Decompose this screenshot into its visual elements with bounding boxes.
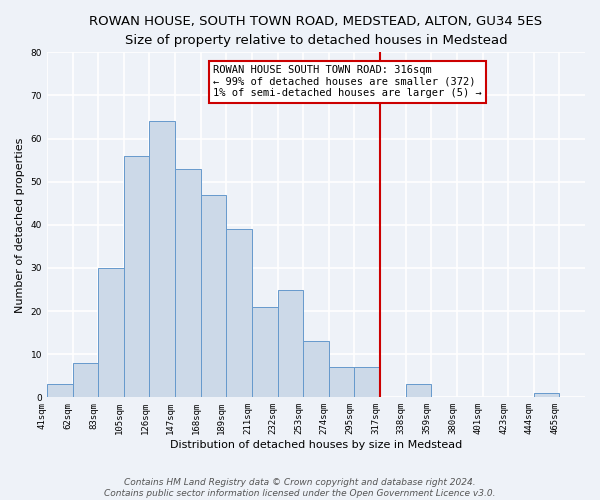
- Bar: [47, 384, 73, 398]
- Bar: [252, 307, 278, 398]
- Bar: [355, 367, 380, 398]
- Bar: [98, 268, 124, 398]
- Text: Contains HM Land Registry data © Crown copyright and database right 2024.
Contai: Contains HM Land Registry data © Crown c…: [104, 478, 496, 498]
- Bar: [406, 384, 431, 398]
- Bar: [329, 367, 355, 398]
- Bar: [175, 169, 200, 398]
- Bar: [149, 122, 175, 398]
- Bar: [534, 393, 559, 398]
- Bar: [200, 194, 226, 398]
- X-axis label: Distribution of detached houses by size in Medstead: Distribution of detached houses by size …: [170, 440, 462, 450]
- Bar: [278, 290, 303, 398]
- Bar: [73, 363, 98, 398]
- Bar: [303, 342, 329, 398]
- Text: ROWAN HOUSE SOUTH TOWN ROAD: 316sqm
← 99% of detached houses are smaller (372)
1: ROWAN HOUSE SOUTH TOWN ROAD: 316sqm ← 99…: [214, 66, 482, 98]
- Title: ROWAN HOUSE, SOUTH TOWN ROAD, MEDSTEAD, ALTON, GU34 5ES
Size of property relativ: ROWAN HOUSE, SOUTH TOWN ROAD, MEDSTEAD, …: [89, 15, 542, 47]
- Y-axis label: Number of detached properties: Number of detached properties: [15, 137, 25, 312]
- Bar: [226, 229, 252, 398]
- Bar: [124, 156, 149, 398]
